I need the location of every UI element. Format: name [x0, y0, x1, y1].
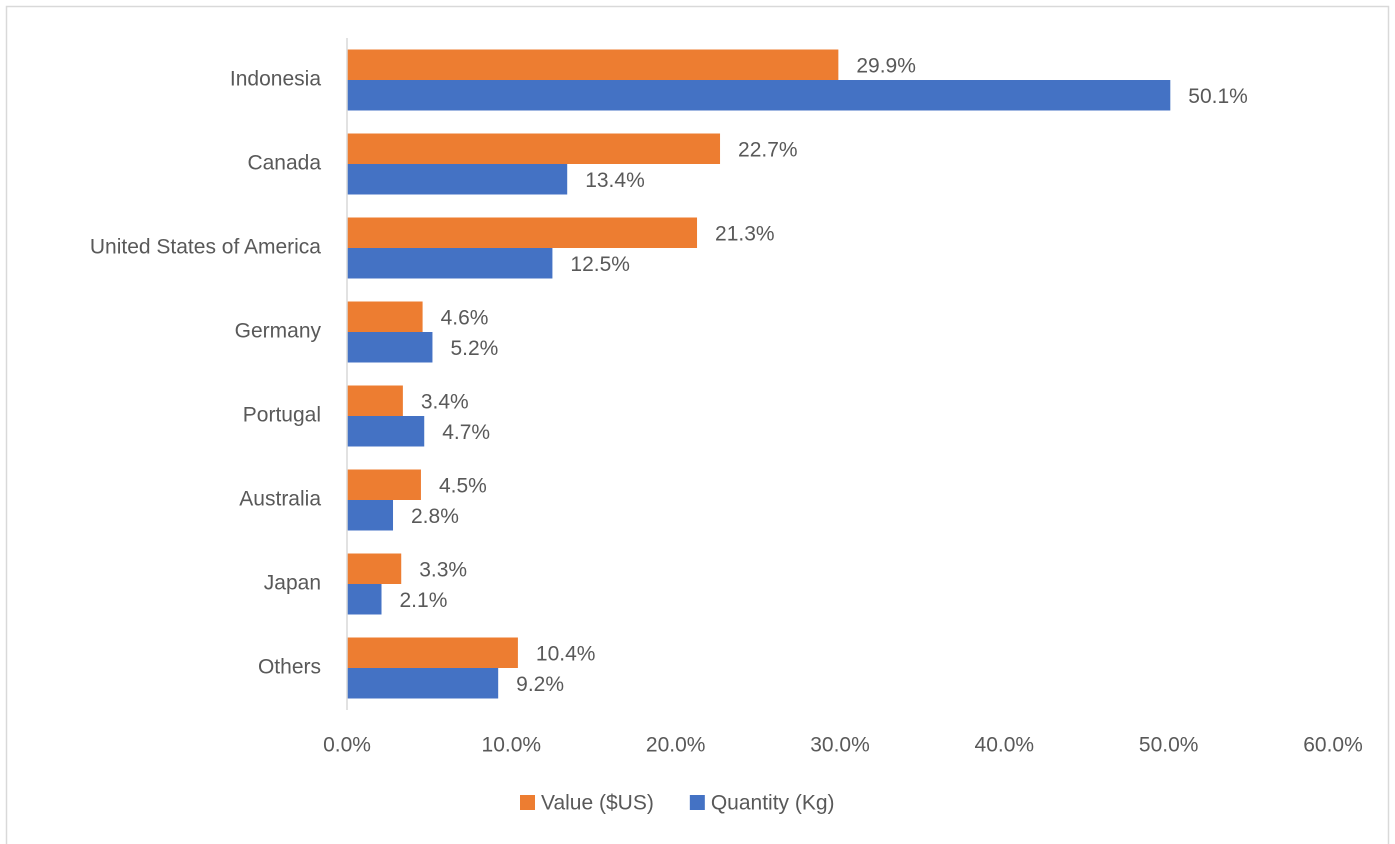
data-label: 22.7% — [738, 138, 798, 161]
data-label: 50.1% — [1188, 85, 1248, 108]
bar — [347, 133, 721, 164]
data-label: 9.2% — [516, 673, 564, 696]
bar — [347, 469, 421, 500]
bar — [347, 80, 1171, 111]
data-label: 3.4% — [421, 390, 469, 413]
data-label: 2.8% — [411, 505, 459, 528]
x-tick-label: 60.0% — [1303, 734, 1363, 757]
legend-label: Value ($US) — [541, 792, 654, 815]
data-label: 2.1% — [400, 589, 448, 612]
x-tick-label: 30.0% — [810, 734, 870, 757]
y-tick-label: Japan — [264, 572, 321, 595]
chart-frame — [5, 5, 1390, 844]
y-tick-label: Portugal — [243, 404, 321, 427]
bar — [347, 248, 553, 279]
bar — [347, 164, 568, 195]
y-tick-label: Australia — [239, 488, 321, 511]
bar — [347, 49, 839, 80]
data-label: 4.7% — [442, 421, 490, 444]
y-tick-label: Germany — [235, 320, 322, 343]
data-label: 5.2% — [450, 337, 498, 360]
legend-label: Quantity (Kg) — [711, 792, 835, 815]
x-tick-label: 40.0% — [975, 734, 1035, 757]
data-label: 21.3% — [715, 222, 775, 245]
bar — [347, 584, 382, 615]
bar — [347, 416, 425, 447]
x-tick-label: 20.0% — [646, 734, 706, 757]
bar — [347, 217, 698, 248]
bar — [347, 553, 402, 584]
bar — [347, 385, 403, 416]
x-tick-label: 0.0% — [323, 734, 371, 757]
data-label: 12.5% — [570, 253, 630, 276]
x-tick-label: 50.0% — [1139, 734, 1199, 757]
bar — [347, 668, 499, 699]
y-tick-label: Indonesia — [230, 68, 321, 91]
bar — [347, 332, 433, 363]
bar — [347, 637, 518, 668]
y-tick-label: United States of America — [90, 236, 321, 259]
data-label: 10.4% — [536, 642, 596, 665]
data-label: 4.6% — [441, 306, 489, 329]
y-tick-label: Canada — [247, 152, 321, 175]
legend-swatch — [520, 795, 535, 810]
bar — [347, 500, 394, 531]
legend-swatch — [689, 795, 705, 810]
y-tick-label: Others — [258, 656, 321, 679]
data-label: 4.5% — [439, 474, 487, 497]
x-tick-label: 10.0% — [482, 734, 542, 757]
data-label: 29.9% — [856, 54, 916, 77]
data-label: 3.3% — [419, 558, 467, 581]
bar — [347, 301, 423, 332]
data-label: 13.4% — [585, 169, 645, 192]
